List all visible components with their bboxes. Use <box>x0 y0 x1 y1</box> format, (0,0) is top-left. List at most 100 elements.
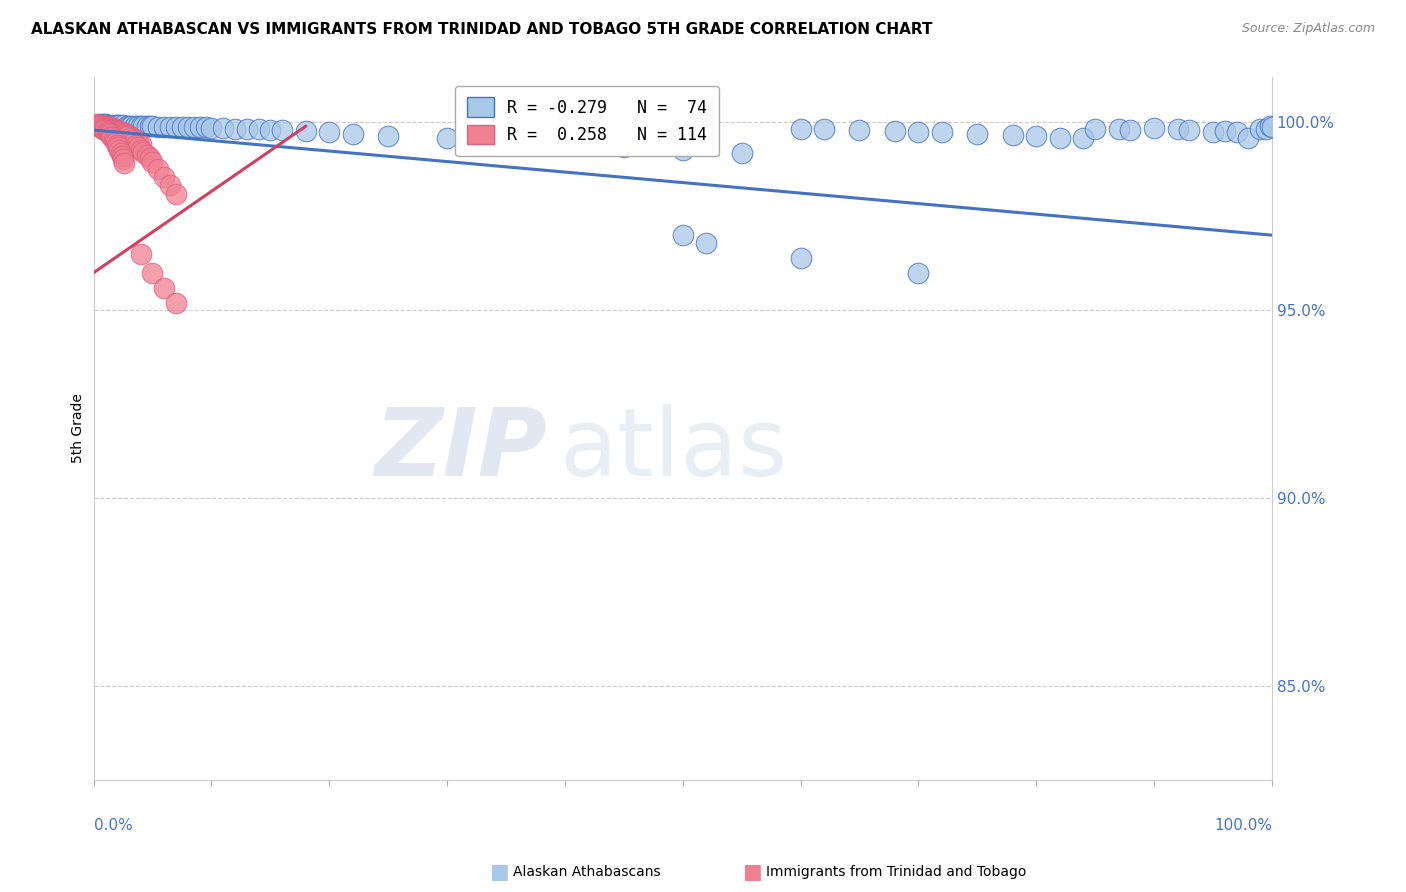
Point <box>104 123 127 137</box>
Point <box>94 117 117 131</box>
Point <box>883 124 905 138</box>
Point <box>93 122 115 136</box>
Point <box>129 119 152 133</box>
Point <box>91 117 114 131</box>
Point <box>188 120 211 135</box>
Point <box>159 120 181 134</box>
Point <box>1225 125 1247 139</box>
Point <box>907 124 929 138</box>
Point <box>97 125 120 139</box>
Point <box>104 122 127 136</box>
Point <box>129 143 152 157</box>
Point <box>127 135 149 149</box>
Text: ALASKAN ATHABASCAN VS IMMIGRANTS FROM TRINIDAD AND TOBAGO 5TH GRADE CORRELATION : ALASKAN ATHABASCAN VS IMMIGRANTS FROM TR… <box>31 22 932 37</box>
Point <box>94 120 117 135</box>
Point <box>1249 121 1271 136</box>
Point <box>1001 128 1024 142</box>
Point <box>1049 130 1071 145</box>
Point <box>200 120 222 135</box>
Point <box>159 178 181 193</box>
Point <box>153 281 176 295</box>
Point <box>165 295 187 310</box>
Point <box>613 140 636 154</box>
Point <box>141 154 163 169</box>
Point <box>103 121 125 136</box>
Point <box>104 124 127 138</box>
Point <box>89 119 111 133</box>
Point <box>115 119 138 133</box>
Point <box>90 120 112 134</box>
Point <box>148 120 170 134</box>
Point <box>1167 122 1189 136</box>
Point <box>104 136 127 150</box>
Point <box>1119 123 1142 137</box>
Point <box>114 128 136 143</box>
Point <box>1261 120 1284 134</box>
Text: 0.0%: 0.0% <box>94 818 132 833</box>
Point <box>118 131 141 145</box>
Point <box>672 143 695 157</box>
Text: 100.0%: 100.0% <box>1213 818 1272 833</box>
Point <box>342 127 364 141</box>
Point <box>108 143 131 157</box>
Point <box>120 119 142 133</box>
Point <box>112 128 135 142</box>
Point <box>966 127 988 141</box>
Point <box>115 127 138 141</box>
Point <box>789 121 811 136</box>
Point <box>100 122 122 136</box>
Point <box>97 121 120 136</box>
Text: ■: ■ <box>742 863 762 882</box>
Point <box>165 120 187 134</box>
Point <box>112 127 135 141</box>
Point <box>107 124 129 138</box>
Point <box>148 161 170 176</box>
Point <box>318 125 340 139</box>
Point <box>118 119 141 133</box>
Point <box>730 146 752 161</box>
Point <box>104 134 127 148</box>
Point <box>90 120 112 134</box>
Point <box>294 124 316 138</box>
Point <box>139 151 162 165</box>
Point <box>105 118 128 132</box>
Point <box>112 152 135 166</box>
Point <box>122 136 145 150</box>
Point <box>93 120 115 134</box>
Point <box>139 120 162 134</box>
Point <box>108 125 131 139</box>
Point <box>271 123 294 137</box>
Point <box>90 120 112 135</box>
Point <box>1213 124 1236 138</box>
Point <box>672 228 695 243</box>
Point <box>1084 121 1107 136</box>
Point <box>1258 120 1281 134</box>
Point <box>813 122 835 136</box>
Point <box>129 136 152 151</box>
Point <box>224 121 246 136</box>
Point <box>1237 130 1260 145</box>
Point <box>90 119 112 133</box>
Point <box>132 145 155 160</box>
Point <box>122 131 145 145</box>
Point <box>89 117 111 131</box>
Point <box>120 130 142 145</box>
Point <box>105 137 128 152</box>
Point <box>93 120 115 134</box>
Point <box>98 120 121 135</box>
Point <box>94 120 117 134</box>
Point <box>112 126 135 140</box>
Point <box>96 124 118 138</box>
Point <box>127 140 149 154</box>
Text: Source: ZipAtlas.com: Source: ZipAtlas.com <box>1241 22 1375 36</box>
Point <box>104 123 127 137</box>
Point <box>111 127 134 141</box>
Point <box>105 123 128 137</box>
Point <box>177 120 200 134</box>
Point <box>125 137 148 152</box>
Point <box>97 118 120 132</box>
Text: ZIP: ZIP <box>374 403 547 496</box>
Point <box>1254 121 1277 136</box>
Point <box>94 123 117 137</box>
Point <box>183 120 205 135</box>
